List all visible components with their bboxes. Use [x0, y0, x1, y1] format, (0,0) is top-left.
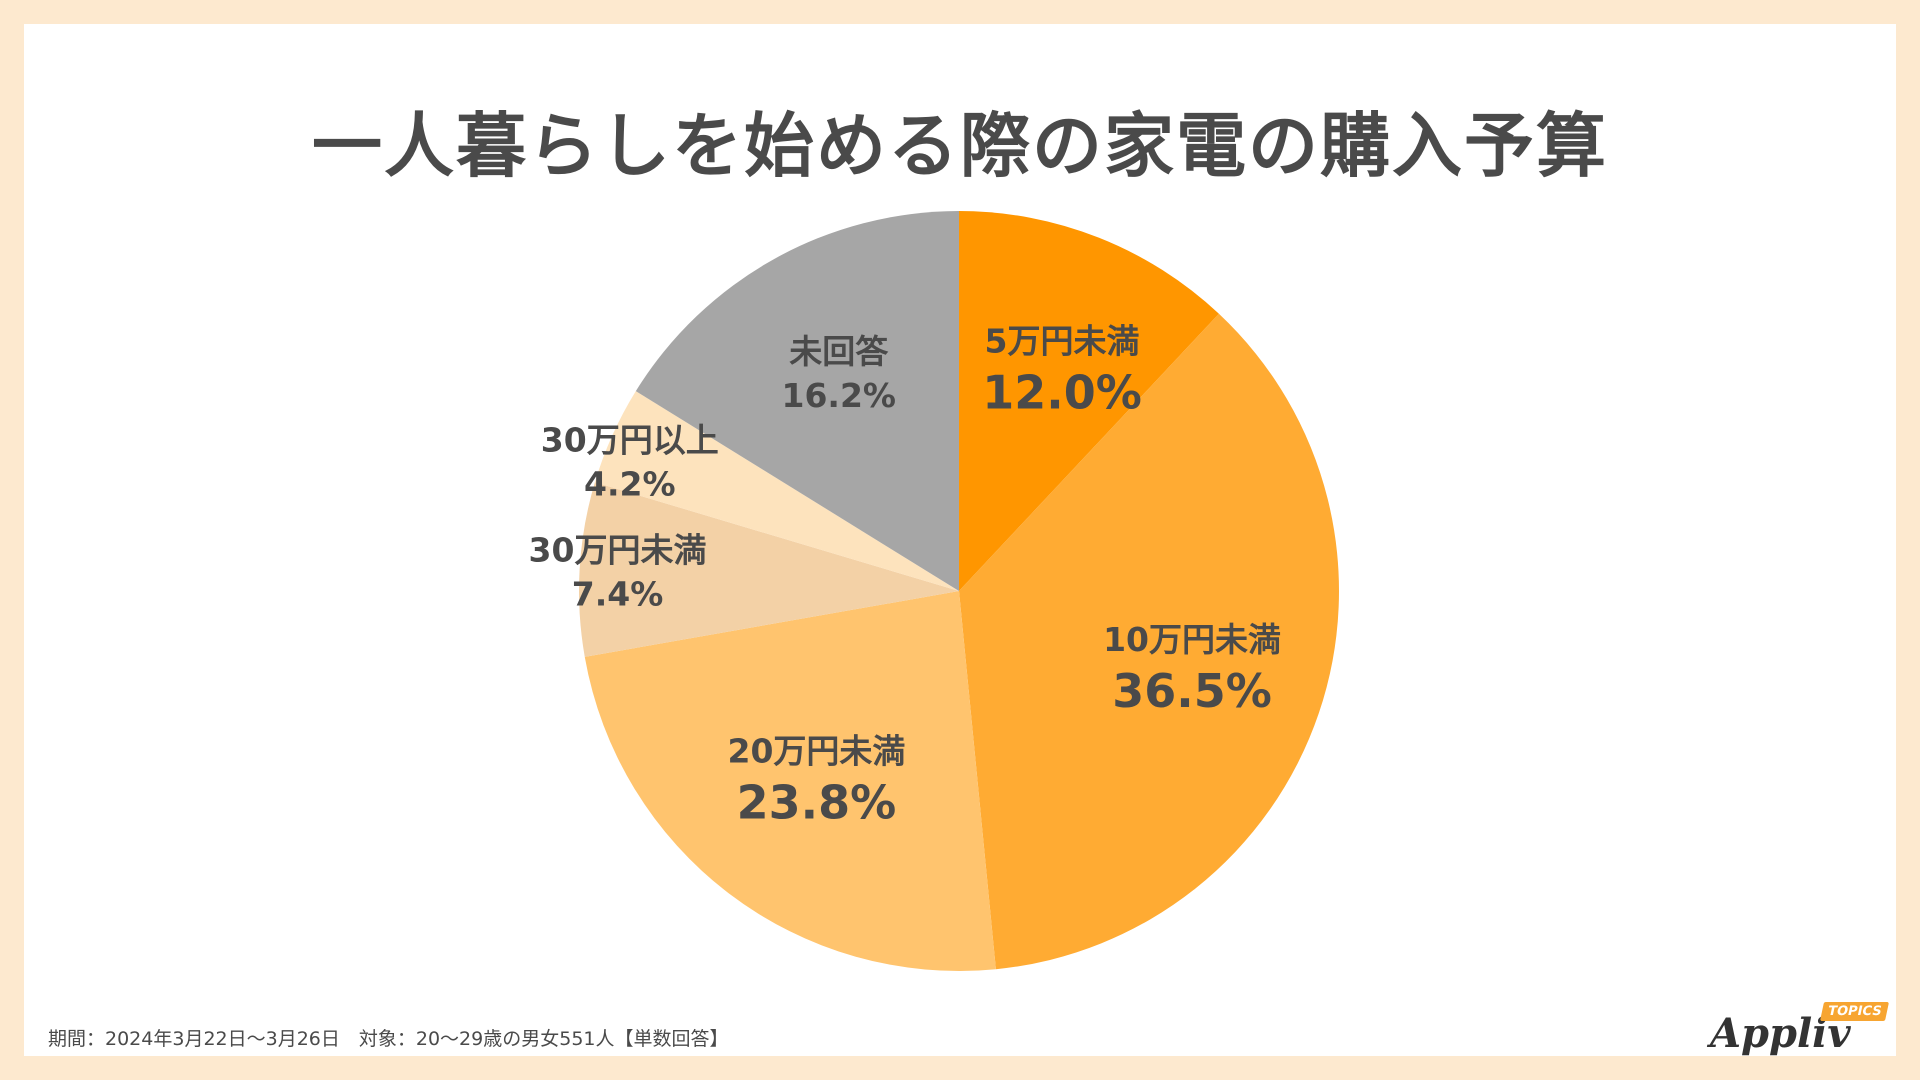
slice-label: 20万円未満: [728, 732, 906, 771]
slice-value: 7.4%: [572, 574, 664, 613]
slice-label: 5万円未満: [985, 321, 1140, 360]
pie-slices: [578, 211, 1340, 971]
pie-labels: 5万円未満 12.0% 10万円未満 36.5% 20万円未満 23.8% 30万円未満 7.…: [529, 321, 1281, 829]
pie-slice: [594, 391, 959, 591]
slice-label: 10万円未満: [1103, 620, 1281, 659]
slice-label: 30万円以上: [541, 420, 719, 459]
chart-title: 一人暮らしを始める際の家電の購入予算: [312, 105, 1608, 187]
logo-badge: TOPICS: [1819, 1002, 1890, 1021]
pie-slice: [959, 211, 1219, 591]
survey-footnote: 期間：2024年3月22日～3月26日 対象：20～29歳の男女551人【単数回…: [48, 1028, 729, 1050]
pie-slice: [635, 211, 959, 591]
slice-label: 30万円未満: [529, 530, 707, 569]
slice-value: 36.5%: [1112, 664, 1272, 718]
appliv-logo: Appliv TOPICS: [1704, 1002, 1904, 1058]
pie-slice: [578, 482, 959, 657]
slice-value: 16.2%: [782, 376, 897, 415]
pie-slice: [959, 313, 1340, 970]
pie-chart: 5万円未満 12.0% 10万円未満 36.5% 20万円未満 23.8% 30万円未満 7.…: [529, 211, 1340, 971]
pie-slice: [584, 591, 996, 971]
slice-value: 4.2%: [584, 464, 676, 503]
slice-value: 12.0%: [982, 365, 1142, 419]
slice-label: 未回答: [789, 332, 889, 371]
slice-value: 23.8%: [737, 776, 897, 830]
chart-card: 一人暮らしを始める際の家電の購入予算 5万円未満 12.0% 10万円未満 36.5%…: [24, 24, 1896, 1057]
